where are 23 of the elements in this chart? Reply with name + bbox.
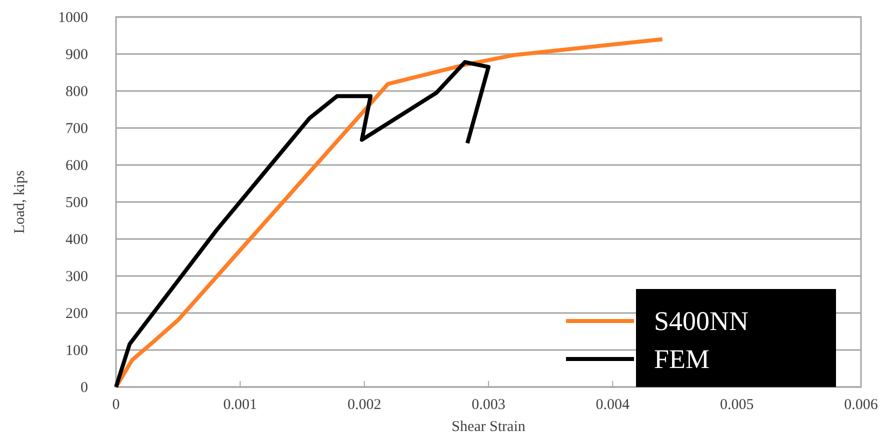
x-tick-label: 0.006 [844,397,878,413]
x-axis-title: Shear Strain [452,419,526,435]
x-tick-label: 0 [112,397,120,413]
y-tick-label: 300 [66,269,88,285]
legend-label: FEM [654,344,710,374]
x-tick-label: 0.002 [347,397,382,413]
x-tick-label: 0.001 [223,397,258,413]
x-tick-label: 0.004 [596,397,630,413]
y-tick-label: 500 [66,195,88,211]
y-tick-label: 600 [66,158,88,174]
y-tick-label: 900 [66,47,88,63]
legend-label: S400NN [654,306,749,336]
x-tick-label: 0.003 [472,397,506,413]
y-tick-label: 200 [66,306,88,322]
x-tick-label: 0.005 [720,397,754,413]
y-tick-label: 100 [66,343,88,359]
y-tick-label: 0 [80,380,88,396]
y-tick-label: 800 [66,84,88,100]
y-axis-title: Load, kips [12,170,28,234]
y-tick-label: 400 [66,232,88,248]
y-tick-label: 700 [66,121,88,137]
line-series [114,60,490,389]
y-tick-label: 1000 [58,10,88,26]
